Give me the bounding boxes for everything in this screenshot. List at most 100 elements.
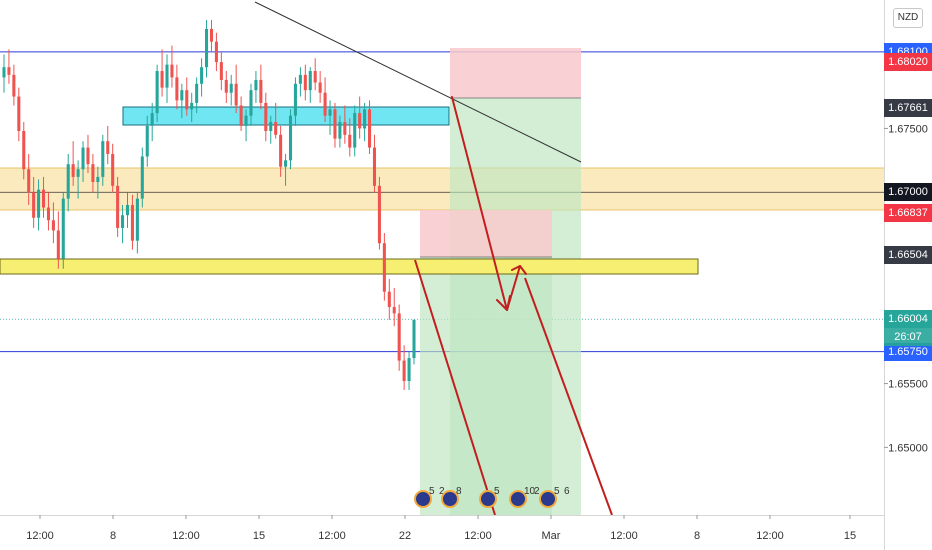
candle-body	[254, 79, 258, 91]
candle	[204, 20, 209, 78]
candle-body	[150, 113, 154, 126]
x-tick-label: 12:00	[318, 530, 346, 542]
x-tick-label: 12:00	[172, 530, 200, 542]
countdown-label: 26:07	[884, 328, 932, 347]
candle-body	[318, 82, 322, 93]
candle	[224, 71, 228, 103]
candle	[155, 64, 159, 123]
candle-body	[382, 243, 386, 292]
candle	[214, 32, 218, 72]
price-label-stop-level: 1.66837	[884, 204, 932, 222]
price-label-tp-upper: 1.68020	[884, 53, 932, 72]
currency-badge[interactable]: NZD	[893, 8, 923, 28]
support-box	[0, 258, 699, 275]
candle	[2, 54, 6, 93]
candle	[17, 87, 21, 142]
candle-body	[125, 204, 130, 216]
x-tick-label: 12:00	[464, 530, 492, 542]
candle	[343, 105, 347, 144]
candle	[66, 153, 70, 212]
x-tick-label: 15	[253, 530, 265, 542]
event-badge-count: 6	[564, 486, 570, 497]
candle-body	[27, 169, 31, 193]
candle	[56, 211, 60, 269]
price-label-last-price: 1.66004	[884, 310, 932, 329]
candle-body	[37, 189, 41, 218]
candle	[298, 67, 302, 97]
candle-body	[244, 115, 248, 126]
candle	[368, 100, 372, 154]
candle	[402, 345, 406, 390]
price-label-entry-level: 1.66504	[884, 246, 932, 265]
x-tick-label: 12:00	[756, 530, 784, 542]
candle-body	[209, 28, 214, 42]
candle-body	[249, 90, 253, 116]
candle-body	[2, 67, 6, 78]
candle	[125, 192, 130, 228]
candle	[348, 118, 352, 157]
candle-body	[190, 102, 194, 110]
candle	[328, 100, 332, 135]
candle	[200, 58, 204, 97]
candle-body	[407, 358, 411, 382]
short-stop-zone-2	[420, 210, 552, 257]
candle-body	[229, 83, 233, 93]
resistance-zone	[0, 168, 884, 210]
candle-body	[91, 164, 95, 183]
candle-body	[101, 141, 105, 177]
candle	[363, 102, 367, 142]
candle	[96, 166, 100, 199]
candle-body	[348, 134, 352, 148]
candle	[195, 77, 199, 114]
candle	[249, 83, 253, 126]
candle	[37, 179, 41, 231]
candle-body	[81, 147, 85, 170]
candle	[274, 102, 278, 139]
candle	[412, 319, 416, 365]
candle	[387, 278, 391, 320]
candle-body	[32, 192, 36, 218]
candle-body	[358, 113, 362, 129]
candle-body	[165, 64, 169, 88]
candle	[254, 71, 258, 103]
projection-line-1	[414, 259, 496, 516]
candle-body	[195, 83, 199, 103]
candle	[308, 67, 312, 103]
event-badge-count: 5	[554, 486, 560, 497]
candle-body	[239, 105, 243, 126]
candle-body	[288, 115, 293, 161]
candle	[180, 83, 184, 119]
forecast-arrow-head-up	[511, 265, 527, 275]
candle-body	[46, 207, 50, 221]
x-tick-label: Mar	[542, 530, 561, 542]
candle-body	[17, 96, 21, 131]
projection-line-2	[524, 277, 613, 516]
candle-body	[160, 71, 164, 88]
candle	[239, 96, 243, 131]
candle-body	[259, 79, 263, 103]
candle-body	[298, 74, 302, 84]
candle	[170, 45, 174, 88]
candle	[150, 102, 154, 142]
candle-body	[71, 164, 75, 177]
candle-body	[368, 109, 372, 148]
candle-body	[387, 291, 391, 308]
y-tick-label: 1.67500	[888, 123, 928, 135]
x-tick-label: 8	[694, 530, 700, 542]
candle-body	[279, 134, 283, 167]
short-target-zone-2	[420, 257, 552, 515]
candle-body	[372, 147, 377, 186]
candle	[234, 64, 238, 114]
candle-body	[130, 204, 134, 241]
candle	[284, 153, 288, 186]
candle-body	[135, 198, 139, 241]
candle-body	[264, 102, 268, 131]
candle	[303, 64, 307, 101]
candle	[46, 192, 50, 231]
candle-body	[269, 122, 273, 131]
candle	[259, 64, 263, 110]
event-badge-count: 5	[494, 486, 500, 497]
candle	[130, 194, 134, 250]
